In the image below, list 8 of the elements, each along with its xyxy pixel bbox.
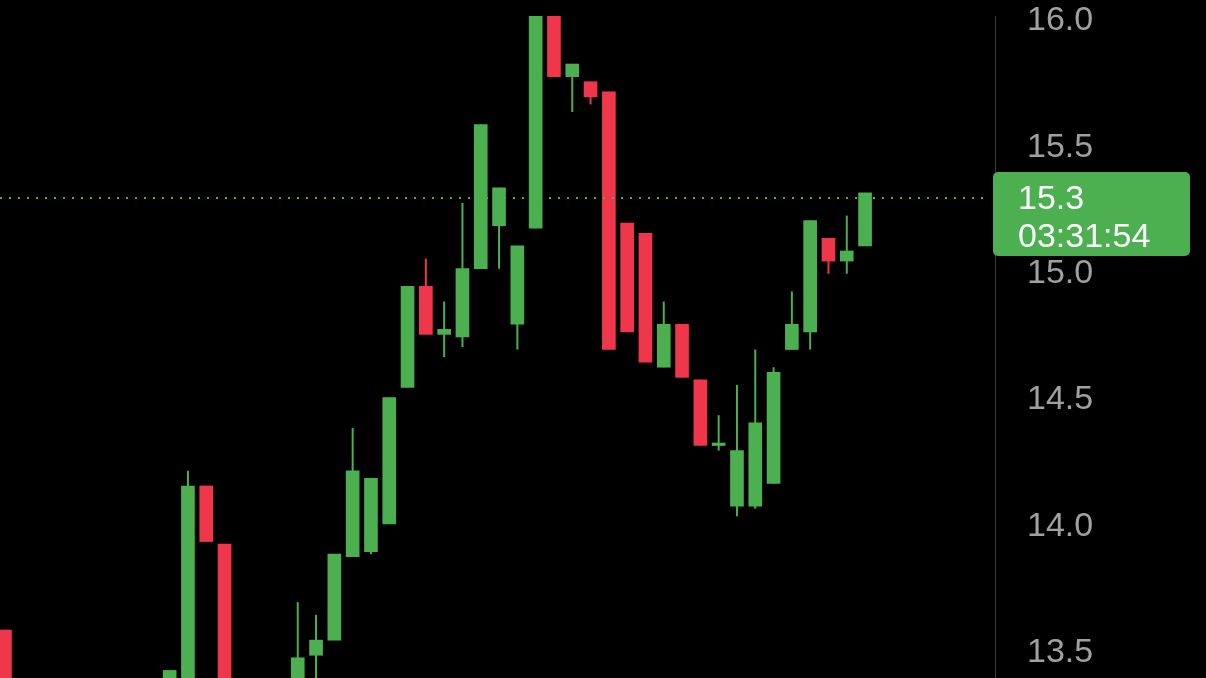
ref-line-label: 15.3 [1018, 178, 1085, 217]
y-tick-label: 16.0 [1027, 0, 1094, 38]
y-tick-label: 13.5 [1027, 631, 1094, 670]
y-tick-label: 15.5 [1027, 125, 1094, 164]
y-tick-label: 14.0 [1027, 504, 1094, 543]
text: 03:31:54 [1018, 216, 1151, 255]
y-tick-label: 14.5 [1027, 378, 1094, 417]
y-tick-label: 15.0 [1027, 252, 1094, 291]
